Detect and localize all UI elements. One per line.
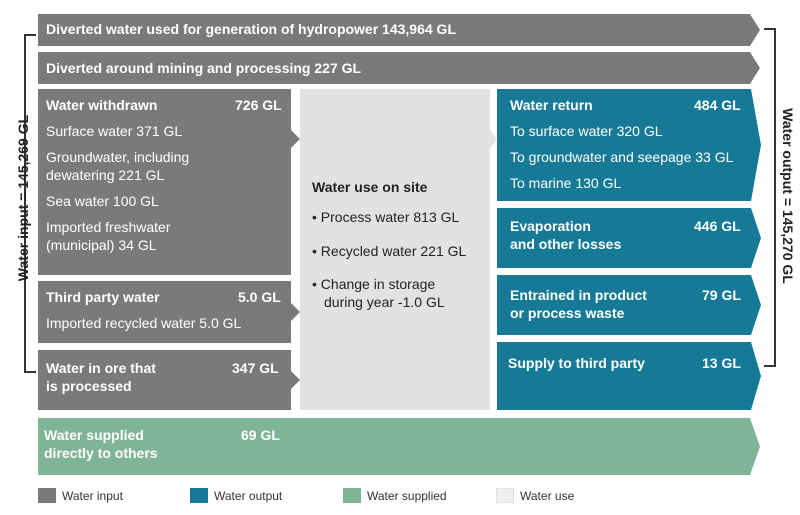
withdrawn-item-sea: Sea water 100 GL xyxy=(46,193,159,209)
third-party-item: Imported recycled water 5.0 GL xyxy=(46,315,242,331)
legend-swatch-use xyxy=(496,488,514,503)
withdrawn-value: 726 GL xyxy=(235,97,282,113)
entrained-box: Entrained in product or process waste 79… xyxy=(497,275,761,335)
mining-text: Diverted around mining and processing 22… xyxy=(46,60,362,76)
hydropower-row: Diverted water used for generation of hy… xyxy=(38,14,760,46)
third-party-arrow-tip xyxy=(290,302,300,322)
return-item-marine: To marine 130 GL xyxy=(510,175,622,191)
right-bracket xyxy=(764,28,776,367)
withdrawn-item-imported-2: (municipal) 34 GL xyxy=(46,237,157,253)
water-output-total-label: Water output = 145,270 GL xyxy=(780,108,796,284)
return-title: Water return xyxy=(510,97,593,113)
water-input-total-label: Water input = 145,269 GL xyxy=(15,114,31,282)
withdrawn-item-surface: Surface water 371 GL xyxy=(46,123,183,139)
withdrawn-item-groundwater-2: dewatering 221 GL xyxy=(46,167,165,183)
supply-third-party-box: Supply to third party 13 GL xyxy=(497,342,761,410)
ore-value: 347 GL xyxy=(232,360,279,376)
legend-swatch-supplied xyxy=(343,488,361,503)
water-withdrawn-box: Water withdrawn 726 GL Surface water 371… xyxy=(38,89,291,275)
return-value: 484 GL xyxy=(694,97,741,113)
entrained-title-2: or process waste xyxy=(510,305,625,321)
use-arrow-tip-1 xyxy=(489,129,497,149)
water-return-box: Water return 484 GL To surface water 320… xyxy=(497,89,761,201)
legend-label-input: Water input xyxy=(62,489,123,503)
return-item-groundwater: To groundwater and seepage 33 GL xyxy=(510,149,734,165)
evaporation-title-1: Evaporation xyxy=(510,218,591,234)
left-bracket xyxy=(24,34,36,373)
use-item-process: • Process water 813 GL xyxy=(312,209,460,225)
use-item-storage-2: during year -1.0 GL xyxy=(324,294,445,310)
withdrawn-item-imported-1: Imported freshwater xyxy=(46,219,171,235)
ore-title-2: is processed xyxy=(46,378,132,394)
water-in-ore-box: Water in ore that is processed 347 GL xyxy=(38,350,291,410)
water-supplied-row: Water supplied directly to others 69 GL xyxy=(38,418,760,475)
entrained-value: 79 GL xyxy=(702,287,741,303)
legend-swatch-output xyxy=(190,488,208,503)
legend-label-output: Water output xyxy=(214,489,283,503)
legend-label-use: Water use xyxy=(520,489,575,503)
supply-third-title: Supply to third party xyxy=(508,355,645,371)
evaporation-value: 446 GL xyxy=(694,218,741,234)
entrained-title-1: Entrained in product xyxy=(510,287,647,303)
withdrawn-item-groundwater-1: Groundwater, including xyxy=(46,149,190,165)
third-party-water-box: Third party water 5.0 GL Imported recycl… xyxy=(38,281,291,343)
supplied-title-2: directly to others xyxy=(44,445,158,461)
water-use-on-site-box: Water use on site • Process water 813 GL… xyxy=(300,89,490,410)
third-party-value: 5.0 GL xyxy=(238,289,281,305)
use-title: Water use on site xyxy=(312,179,428,195)
supplied-value: 69 GL xyxy=(241,427,280,443)
ore-title-1: Water in ore that xyxy=(46,360,156,376)
evaporation-box: Evaporation and other losses 446 GL xyxy=(497,208,761,268)
use-item-storage-1: • Change in storage xyxy=(312,276,436,292)
third-party-title: Third party water xyxy=(46,289,160,305)
hydropower-text: Diverted water used for generation of hy… xyxy=(46,21,456,37)
use-item-recycled: • Recycled water 221 GL xyxy=(312,243,467,259)
legend-label-supplied: Water supplied xyxy=(367,489,447,503)
mining-row: Diverted around mining and processing 22… xyxy=(38,52,760,84)
ore-arrow-tip xyxy=(290,370,300,390)
supplied-title-1: Water supplied xyxy=(44,427,144,443)
withdrawn-title: Water withdrawn xyxy=(46,97,158,113)
legend-swatch-input xyxy=(38,488,56,503)
supply-third-value: 13 GL xyxy=(702,355,741,371)
withdrawn-arrow-tip xyxy=(290,129,300,149)
return-item-surface: To surface water 320 GL xyxy=(510,123,663,139)
evaporation-title-2: and other losses xyxy=(510,236,622,252)
